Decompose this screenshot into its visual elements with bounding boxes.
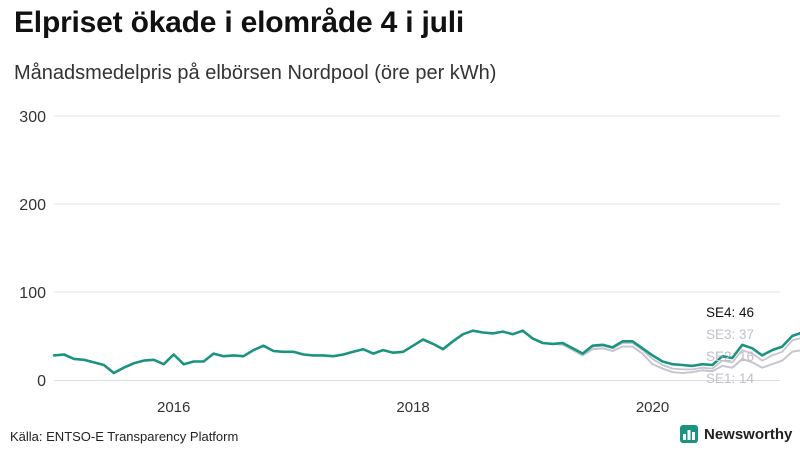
series-line-se3 [53, 329, 800, 374]
chart-title: Elpriset ökade i elområde 4 i juli [14, 6, 465, 39]
source-note: Källa: ENTSO-E Transparency Platform [10, 429, 239, 444]
bar-chart-icon [680, 425, 698, 443]
chart-subtitle: Månadsmedelpris på elbörsen Nordpool (ör… [14, 62, 497, 84]
y-tick-label: 200 [19, 197, 46, 214]
x-tick-label: 2020 [636, 399, 669, 416]
series-line-se4 [52, 329, 800, 375]
x-tick-label: 2018 [396, 399, 429, 416]
series-label-se3: SE3: 37 [706, 327, 754, 342]
y-tick-label: 0 [37, 373, 46, 390]
y-tick-label: 300 [19, 109, 46, 126]
x-tick-label: 2016 [157, 399, 190, 416]
brand-name: Newsworthy [704, 425, 793, 443]
brand-logo[interactable]: Newsworthy [680, 425, 792, 443]
series-label-se2: SE2: 16 [706, 349, 754, 364]
series-label-se1: SE1: 14 [706, 371, 755, 386]
y-tick-label: 100 [19, 285, 46, 302]
series-label-se4: SE4: 46 [706, 305, 754, 320]
